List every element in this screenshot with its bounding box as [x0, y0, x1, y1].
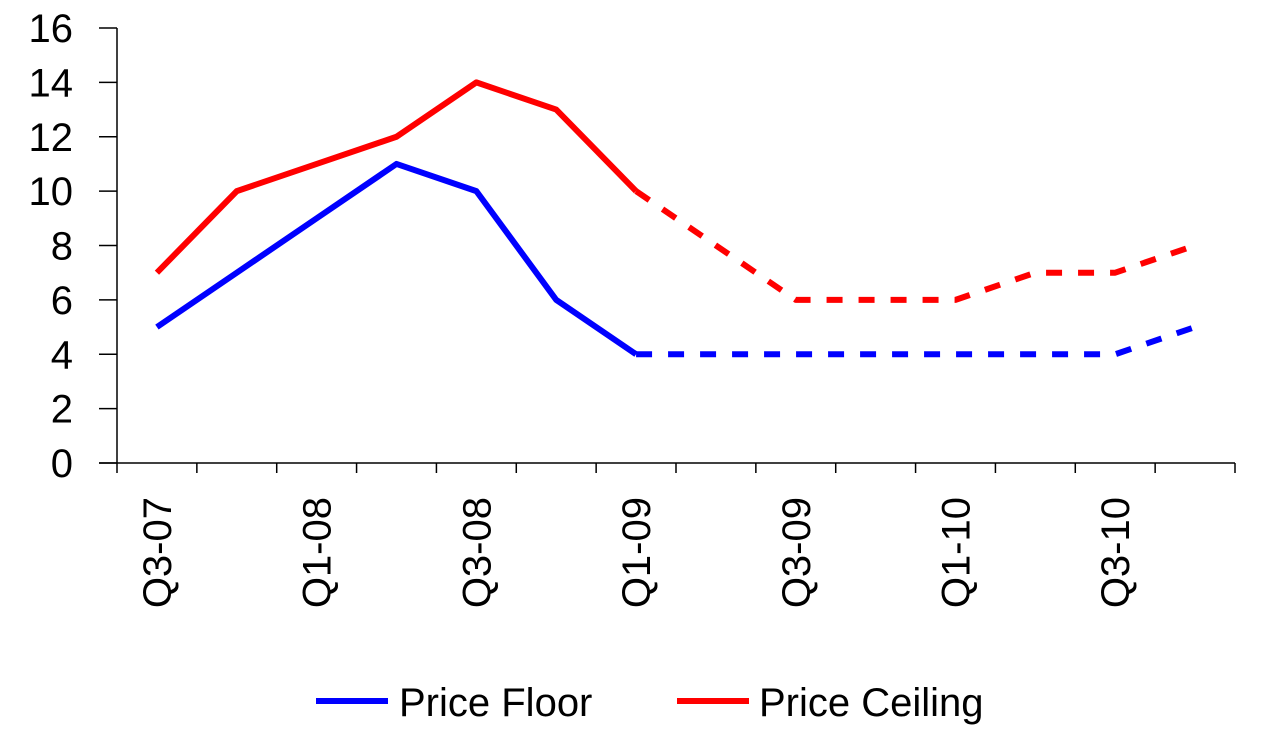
- x-tick-label: Q3-09: [775, 497, 819, 608]
- x-tick-label: Q1-09: [615, 497, 659, 608]
- price-ceiling-line: [154, 79, 639, 275]
- y-tick-label: 6: [51, 279, 73, 323]
- y-tick-label: 16: [29, 7, 74, 51]
- price-floor-forecast-line: [636, 324, 1197, 358]
- x-tick-label: Q3-07: [136, 497, 180, 608]
- y-axis-ticks: 0 2 4 6 8 10 12 14 16: [29, 7, 117, 486]
- y-tick-label: 12: [29, 116, 74, 160]
- legend: Price Floor Price Ceiling: [316, 681, 984, 725]
- y-tick-label: 8: [51, 225, 73, 269]
- legend-label-price-ceiling: Price Ceiling: [759, 681, 984, 725]
- series-layer: [154, 79, 1197, 358]
- y-tick-label: 2: [51, 388, 73, 432]
- x-tick-label: Q1-10: [935, 497, 979, 608]
- x-tick-label: Q3-10: [1094, 497, 1138, 608]
- legend-label-price-floor: Price Floor: [399, 681, 592, 725]
- price-floor-line: [155, 160, 638, 357]
- x-tick-label: Q3-08: [455, 497, 499, 608]
- x-tick-label: Q1-08: [296, 497, 340, 608]
- y-tick-label: 10: [29, 170, 74, 214]
- x-axis-ticks: Q3-07 Q1-08 Q3-08 Q1-09 Q3-09 Q1-10 Q3-10: [116, 463, 1236, 608]
- y-tick-label: 0: [51, 442, 73, 486]
- y-tick-label: 14: [29, 61, 74, 105]
- y-tick-label: 4: [51, 333, 73, 377]
- price-ceiling-forecast-line: [634, 188, 1197, 303]
